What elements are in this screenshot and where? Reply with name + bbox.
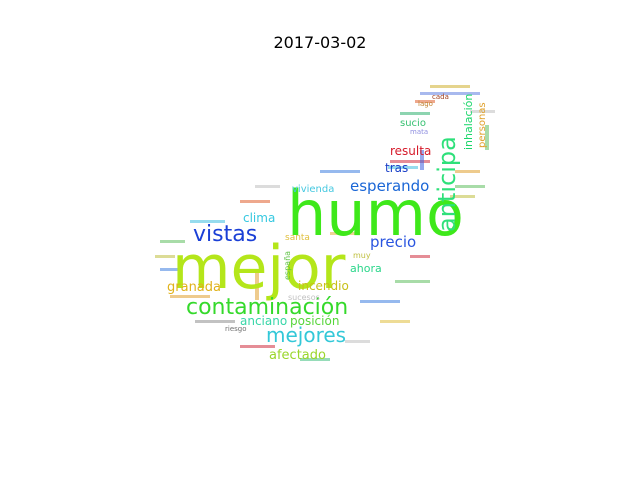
word: afectado	[269, 348, 326, 363]
word: sucio	[400, 118, 426, 129]
word: anciano	[240, 314, 287, 328]
word: vivienda	[292, 184, 334, 195]
word: mata	[410, 128, 428, 136]
word: españa	[283, 251, 292, 280]
word: sucesos	[288, 293, 320, 302]
word: incendio	[298, 279, 349, 293]
word: ahora	[350, 262, 382, 275]
chart-title: 2017-03-02	[273, 33, 367, 52]
word: esperando	[350, 177, 429, 195]
word: mejores	[266, 323, 346, 347]
word: humo	[287, 177, 464, 250]
word: resulta	[390, 144, 431, 158]
word: mejor	[172, 233, 346, 303]
word: lago	[418, 100, 433, 108]
word: posición	[290, 314, 339, 328]
word: granada	[167, 280, 221, 295]
word: tras	[385, 161, 408, 175]
word: contaminación	[186, 295, 348, 320]
cloud-filler	[155, 85, 495, 361]
word: muy	[353, 251, 371, 260]
word: riesgo	[225, 325, 247, 333]
word: santa	[285, 233, 310, 243]
word: vistas	[193, 222, 257, 247]
word: inhalación	[462, 94, 475, 150]
word: cada	[432, 93, 449, 101]
word: anticipa	[433, 136, 461, 232]
word: precio	[370, 233, 416, 251]
word: clima	[243, 211, 275, 225]
word: personas	[477, 102, 488, 148]
